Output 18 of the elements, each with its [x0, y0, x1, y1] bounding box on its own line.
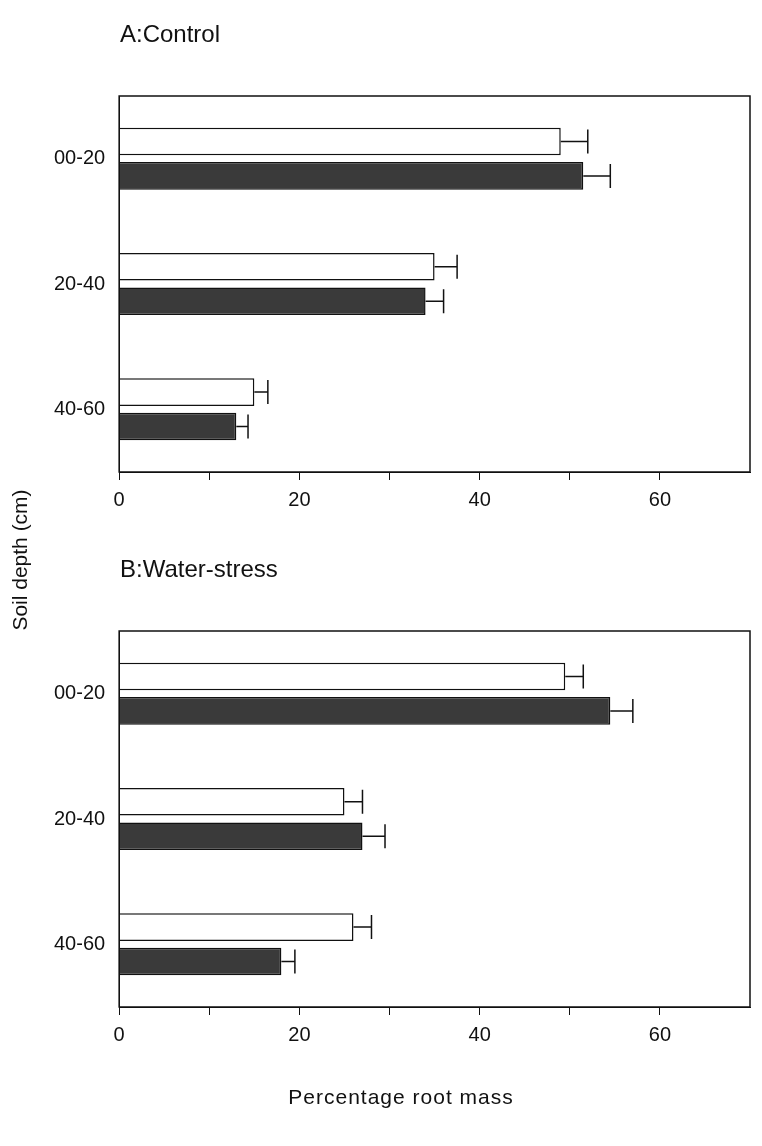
y-tick-label: 00-20 — [54, 681, 106, 704]
y-axis-title: Soil depth (cm) — [8, 489, 32, 631]
x-tick-label: 20 — [288, 487, 311, 510]
x-tick-label: 0 — [113, 1022, 125, 1045]
y-tick-label: 00-20 — [54, 146, 106, 169]
x-axis-title: Percentage root mass — [287, 1085, 515, 1109]
y-tick-label: 40-60 — [54, 931, 106, 954]
x-tick-label: 60 — [648, 487, 671, 510]
chart-title: B:Water-stress — [120, 555, 278, 583]
y-tick-label: 20-40 — [54, 271, 106, 294]
chart-title: A:Control — [120, 20, 221, 48]
y-tick-label: 40-60 — [54, 396, 106, 419]
x-tick-label: 40 — [468, 487, 491, 510]
x-tick-label: 0 — [113, 487, 125, 510]
x-tick-label: 60 — [648, 1022, 671, 1045]
y-tick-label: 20-40 — [54, 806, 106, 829]
x-tick-label: 20 — [288, 1022, 311, 1045]
x-tick-label: 40 — [468, 1022, 491, 1045]
